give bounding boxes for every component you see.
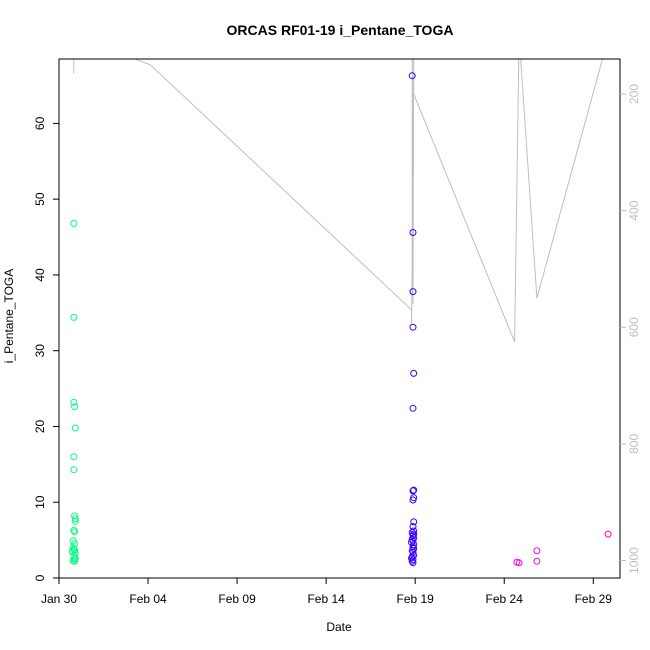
data-point-series-1: [71, 557, 79, 565]
y-tick-label: 20: [33, 419, 47, 433]
data-point-series-2: [409, 487, 417, 495]
data-point-series-2: [408, 538, 415, 546]
data-point-series-3: [533, 557, 541, 565]
data-point-series-2: [409, 288, 417, 296]
data-point-series-2: [410, 527, 418, 535]
x-tick-label: Feb 24: [486, 592, 524, 606]
y2-tick-label: 200: [627, 84, 641, 104]
data-point-series-3: [515, 559, 523, 567]
data-point-series-1: [70, 453, 78, 461]
y2-tick-label: 400: [627, 200, 641, 220]
data-point-series-1: [71, 512, 79, 520]
data-point-series-1: [71, 554, 79, 562]
data-point-series-1: [71, 515, 79, 523]
data-point-series-1: [70, 398, 78, 406]
chart-title: ORCAS RF01-19 i_Pentane_TOGA: [227, 22, 454, 38]
data-point-series-2: [408, 72, 416, 80]
data-point-series-3: [604, 530, 612, 538]
data-point-series-2: [408, 554, 415, 562]
y-axis-label: i_Pentane_TOGA: [2, 269, 16, 364]
y2-tick-label: 600: [627, 317, 641, 337]
y-tick-label: 40: [33, 268, 47, 282]
data-point-series-1: [70, 219, 78, 227]
data-point-series-1: [71, 517, 79, 525]
x-tick-label: Feb 19: [397, 592, 435, 606]
x-axis-label: Date: [326, 620, 352, 634]
secondary-line: [73, 59, 604, 342]
x-tick-label: Feb 04: [129, 592, 167, 606]
data-point-series-1: [71, 424, 79, 432]
y-tick-label: 60: [33, 116, 47, 130]
y-tick-label: 30: [33, 344, 47, 358]
data-point-series-2: [409, 559, 417, 567]
x-tick-label: Feb 14: [307, 592, 345, 606]
data-point-series-3: [533, 547, 541, 555]
y2-tick-label: 1000: [627, 547, 641, 574]
x-tick-label: Feb 29: [575, 592, 613, 606]
x-tick-label: Jan 30: [41, 592, 77, 606]
data-point-series-2: [409, 404, 417, 412]
y-tick-label: 0: [33, 574, 47, 581]
y2-tick-label: 800: [627, 434, 641, 454]
x-tick-label: Feb 09: [218, 592, 256, 606]
data-point-series-1: [71, 403, 79, 411]
data-point-series-2: [410, 369, 418, 377]
data-point-series-1: [70, 313, 78, 321]
data-point-series-2: [409, 496, 417, 504]
data-point-series-1: [70, 466, 78, 474]
data-point-series-2: [410, 486, 418, 494]
data-point-series-1: [71, 528, 79, 536]
data-point-series-2: [409, 229, 417, 236]
plot-frame: [58, 58, 621, 579]
data-point-series-1: [71, 555, 79, 563]
plot-area: Jan 30 Feb 04 Feb 09 Feb 14 Feb 19 Feb 24 Feb …: [33, 58, 641, 606]
y-tick-label: 50: [33, 192, 47, 206]
y-tick-label: 10: [33, 495, 47, 509]
data-point-series-2: [409, 323, 417, 331]
data-point-series-2: [410, 518, 418, 526]
